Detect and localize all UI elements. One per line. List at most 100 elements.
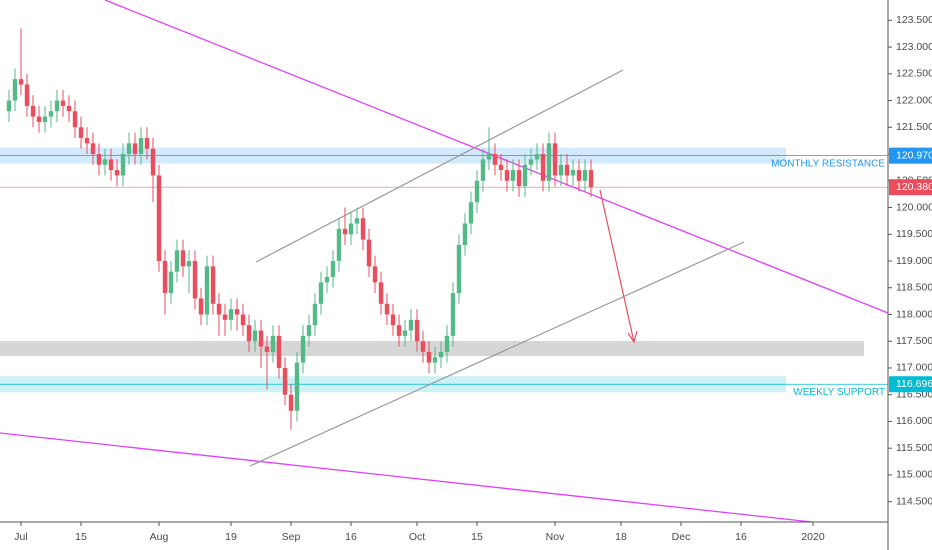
- candle-body: [522, 164, 528, 187]
- x-tick-label: Nov: [546, 531, 565, 543]
- candle-body: [282, 367, 288, 395]
- candle-body: [144, 137, 150, 149]
- y-tick-label: 122.500: [896, 68, 932, 80]
- x-tick-label: 15: [471, 531, 483, 543]
- candle-body: [564, 164, 570, 176]
- y-tick-label: 117.500: [896, 335, 932, 347]
- candle-body: [474, 180, 480, 203]
- candle-body: [168, 271, 174, 294]
- channel-line: [249, 241, 745, 467]
- candle-body: [534, 154, 540, 160]
- candle-body: [42, 116, 48, 122]
- candle-body: [408, 319, 414, 331]
- candle-body: [258, 330, 264, 347]
- candle-body: [276, 335, 282, 368]
- candle-body: [384, 303, 390, 315]
- candle-body: [498, 164, 504, 171]
- x-tick-label: Sep: [282, 531, 301, 543]
- y-tick-label: 118.500: [896, 282, 932, 294]
- candle-body: [414, 319, 420, 342]
- candle-body: [504, 170, 510, 181]
- candle-body: [126, 143, 132, 155]
- candle-body: [324, 277, 330, 283]
- y-tick-label: 115.500: [896, 442, 932, 454]
- candle-body: [336, 228, 342, 261]
- candle-body: [546, 143, 552, 181]
- candle-body: [180, 250, 186, 267]
- y-tick-label: 121.500: [896, 121, 932, 133]
- demand-zone: [0, 341, 864, 356]
- candle-body: [378, 282, 384, 304]
- candle-body: [486, 154, 492, 160]
- candle-body: [192, 261, 198, 299]
- candle-body: [108, 159, 114, 171]
- candle-body: [228, 309, 234, 320]
- x-tick-label: Jul: [14, 531, 27, 543]
- candle-body: [150, 148, 156, 176]
- candle-body: [294, 362, 300, 411]
- candle-body: [468, 202, 474, 224]
- candle-body: [36, 116, 42, 122]
- candle-body: [114, 170, 120, 176]
- candle-body: [60, 100, 66, 106]
- candle-body: [156, 175, 162, 261]
- x-tick-label: 15: [75, 531, 87, 543]
- y-tick-label: 118.000: [896, 308, 932, 320]
- candle-body: [372, 266, 378, 283]
- candle-body: [306, 325, 312, 336]
- candle-body: [432, 357, 438, 363]
- candle-body: [18, 79, 24, 85]
- candle-body: [540, 154, 546, 181]
- candle-body: [186, 261, 192, 267]
- candle-body: [528, 159, 534, 165]
- price-tag: [889, 376, 932, 393]
- candle-body: [426, 351, 432, 363]
- candle-body: [222, 314, 228, 320]
- y-tick-label: 119.500: [896, 228, 932, 240]
- arrow-head: [627, 330, 638, 344]
- y-tick-label: 114.500: [896, 495, 932, 507]
- candle-body: [558, 164, 564, 176]
- candle-body: [576, 170, 582, 181]
- price-tag: [889, 179, 932, 196]
- candle-body: [84, 137, 90, 144]
- candle-body: [330, 261, 336, 278]
- x-tick-label: 16: [345, 531, 357, 543]
- candle-body: [510, 170, 516, 181]
- candle-body: [480, 159, 486, 181]
- x-tick-label: 18: [615, 531, 627, 543]
- candle-body: [360, 218, 366, 240]
- candle-body: [516, 170, 522, 187]
- candle-body: [252, 330, 258, 342]
- candle-body: [30, 105, 36, 117]
- trend-line: [0, 432, 813, 523]
- candle-body: [444, 335, 450, 352]
- candle-body: [102, 159, 108, 165]
- candle-body: [132, 143, 138, 155]
- x-tick-label: Aug: [150, 531, 169, 543]
- candle-body: [456, 244, 462, 294]
- price-tag-label: 116.696: [896, 378, 932, 390]
- candle-body: [300, 335, 306, 363]
- x-tick-label: Dec: [672, 531, 691, 543]
- candle-body: [270, 335, 276, 352]
- y-tick-label: 122.000: [896, 94, 932, 106]
- candle-body: [246, 325, 252, 342]
- candle-body: [288, 394, 294, 411]
- candle-body: [162, 261, 168, 294]
- candle-body: [54, 100, 60, 112]
- x-tick-label: 2020: [801, 531, 825, 543]
- level-name: MONTHLY RESISTANCE: [771, 158, 885, 169]
- candle-body: [450, 293, 456, 336]
- candle-body: [210, 266, 216, 304]
- candle-body: [462, 223, 468, 245]
- x-tick-label: 19: [225, 531, 237, 543]
- level-name: WEEKLY SUPPORT: [793, 387, 885, 398]
- candle-body: [354, 218, 360, 224]
- y-tick-label: 117.000: [896, 362, 932, 374]
- candle-body: [492, 154, 498, 165]
- y-tick-label: 116.000: [896, 415, 932, 427]
- price-tag-label: 120.380: [896, 181, 932, 193]
- channel-line: [255, 69, 624, 263]
